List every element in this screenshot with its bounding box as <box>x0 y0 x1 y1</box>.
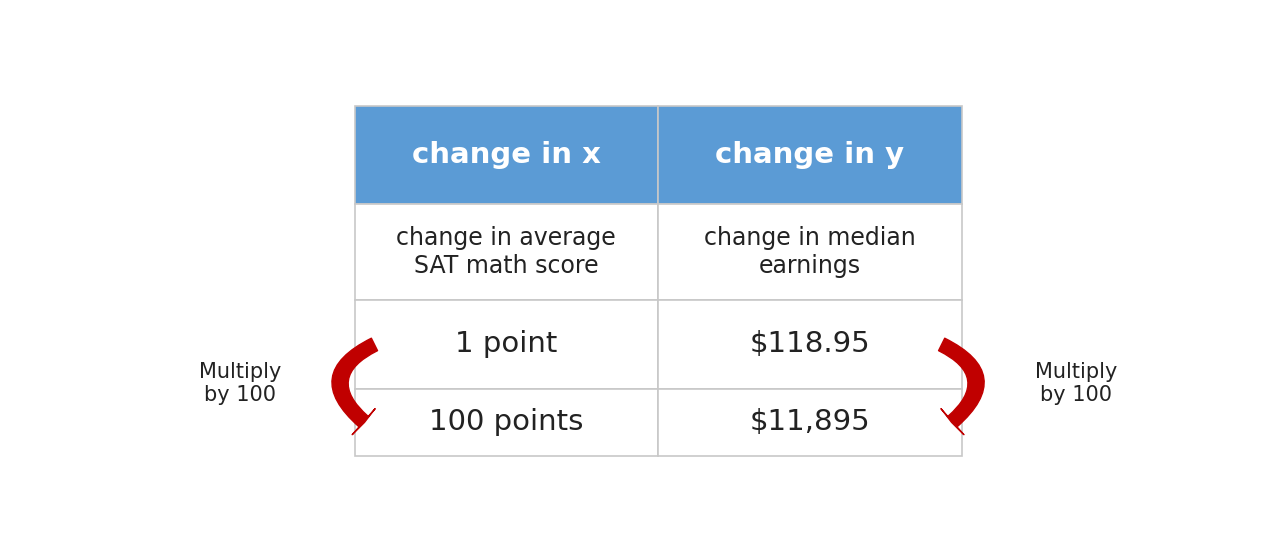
FancyBboxPatch shape <box>354 300 659 389</box>
Text: 1 point: 1 point <box>455 330 557 359</box>
FancyBboxPatch shape <box>354 106 659 204</box>
Text: Multiply
by 100: Multiply by 100 <box>199 362 281 405</box>
Text: change in x: change in x <box>412 141 601 169</box>
Text: 100 points: 100 points <box>429 408 583 436</box>
Text: change in average
SAT math score: change in average SAT math score <box>397 226 616 278</box>
Text: change in y: change in y <box>715 141 904 169</box>
Text: $11,895: $11,895 <box>750 408 871 436</box>
FancyBboxPatch shape <box>354 389 659 456</box>
Text: change in median
earnings: change in median earnings <box>704 226 915 278</box>
FancyBboxPatch shape <box>659 106 962 204</box>
Text: $118.95: $118.95 <box>750 330 871 359</box>
FancyBboxPatch shape <box>659 389 962 456</box>
FancyBboxPatch shape <box>659 204 962 300</box>
Text: Multiply
by 100: Multiply by 100 <box>1035 362 1117 405</box>
FancyBboxPatch shape <box>354 204 659 300</box>
FancyBboxPatch shape <box>659 300 962 389</box>
